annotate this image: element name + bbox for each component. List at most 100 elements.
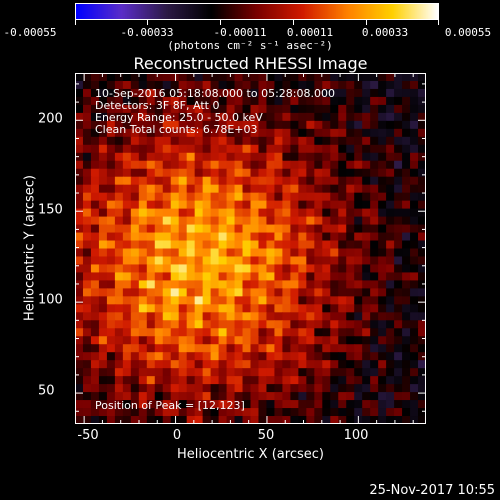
- heatmap-cell: [410, 136, 419, 146]
- heatmap-cell: [226, 368, 236, 377]
- heatmap-cell: [298, 128, 307, 138]
- heatmap-cell: [362, 416, 371, 424]
- heatmap-cell: [130, 416, 140, 424]
- heatmap-cell: [362, 120, 371, 130]
- heatmap-cell: [394, 96, 403, 106]
- heatmap-cell: [250, 328, 260, 337]
- heatmap-cell: [322, 73, 331, 82]
- heatmap-cell: [346, 296, 355, 305]
- heatmap-cell: [122, 88, 132, 98]
- heatmap-cell: [418, 176, 426, 186]
- heatmap-cell: [122, 120, 132, 130]
- heatmap-cell: [250, 96, 260, 106]
- heatmap-cell: [418, 264, 426, 274]
- heatmap-cell: [194, 192, 204, 202]
- heatmap-cell: [146, 336, 156, 345]
- heatmap-cell: [122, 328, 132, 337]
- heatmap-cell: [106, 104, 116, 114]
- heatmap-cell: [354, 392, 363, 401]
- heatmap-cell: [266, 120, 276, 130]
- heatmap-cell: [146, 376, 156, 385]
- heatmap-cell: [90, 312, 100, 321]
- heatmap-cell: [298, 336, 307, 345]
- heatmap-cell: [194, 336, 204, 345]
- heatmap-cell: [298, 408, 307, 417]
- heatmap-cell: [146, 256, 156, 266]
- heatmap-cell: [386, 136, 395, 146]
- heatmap-cell: [266, 384, 276, 393]
- heatmap-cell: [234, 88, 244, 98]
- heatmap-cell: [130, 288, 140, 297]
- heatmap-cell: [314, 232, 323, 242]
- heatmap-cell: [290, 296, 299, 305]
- heatmap-cell: [378, 160, 387, 170]
- heatmap-cell: [298, 73, 307, 82]
- heatmap-cell: [338, 312, 347, 321]
- heatmap-cell: [202, 376, 212, 385]
- heatmap-cell: [202, 280, 212, 289]
- heatmap-cell: [306, 368, 315, 377]
- heatmap-cell: [106, 264, 116, 274]
- heatmap-cell: [98, 152, 108, 162]
- heatmap-cell: [218, 136, 228, 146]
- heatmap-cell: [258, 144, 268, 154]
- heatmap-cell: [258, 152, 268, 162]
- heatmap-cell: [402, 328, 411, 337]
- heatmap-cell: [170, 128, 180, 138]
- heatmap-cell: [202, 152, 212, 162]
- heatmap-cell: [378, 384, 387, 393]
- heatmap-cell: [226, 136, 236, 146]
- heatmap-cell: [106, 112, 116, 122]
- heatmap-cell: [146, 280, 156, 289]
- heatmap-cell: [378, 296, 387, 305]
- heatmap-cell: [130, 96, 140, 106]
- heatmap-cell: [98, 368, 108, 377]
- heatmap-cell: [194, 96, 204, 106]
- heatmap-cell: [362, 80, 371, 90]
- heatmap-cell: [362, 104, 371, 114]
- heatmap-cell: [338, 320, 347, 329]
- heatmap-cell: [346, 392, 355, 401]
- heatmap-cell: [170, 416, 180, 424]
- heatmap-cell: [362, 232, 371, 242]
- heatmap-cell: [75, 336, 84, 345]
- heatmap-cell: [202, 352, 212, 361]
- heatmap-cell: [202, 160, 212, 170]
- heatmap-cell: [122, 272, 132, 282]
- colorbar-label: 0.00033: [361, 26, 409, 39]
- heatmap-cell: [234, 304, 244, 313]
- heatmap-cell: [402, 256, 411, 266]
- heatmap-cell: [298, 144, 307, 154]
- heatmap-cell: [258, 160, 268, 170]
- heatmap-cell: [234, 280, 244, 289]
- heatmap-cell: [162, 80, 172, 90]
- heatmap-cell: [226, 264, 236, 274]
- heatmap-cell: [90, 336, 100, 345]
- heatmap-cell: [82, 312, 92, 321]
- heatmap-cell: [138, 344, 148, 353]
- heatmap-cell: [114, 112, 124, 122]
- heatmap-cell: [114, 400, 124, 409]
- heatmap-cell: [75, 240, 84, 250]
- heatmap-cell: [378, 288, 387, 297]
- heatmap-cell: [346, 73, 355, 82]
- x-tick-label: -50: [77, 428, 99, 443]
- heatmap-cell: [178, 360, 188, 369]
- heatmap-cell: [314, 408, 323, 417]
- heatmap-cell: [394, 152, 403, 162]
- heatmap-cell: [322, 264, 331, 274]
- heatmap-cell: [274, 120, 284, 130]
- heatmap-cell: [410, 376, 419, 385]
- heatmap-cell: [234, 336, 244, 345]
- heatmap-cell: [266, 168, 276, 178]
- heatmap-cell: [75, 88, 84, 98]
- heatmap-cell: [394, 248, 403, 258]
- heatmap-cell: [194, 392, 204, 401]
- heatmap-cell: [402, 384, 411, 393]
- heatmap-cell: [362, 224, 371, 234]
- heatmap-cell: [226, 392, 236, 401]
- heatmap-cell: [130, 336, 140, 345]
- heatmap-cell: [354, 144, 363, 154]
- heatmap-cell: [298, 296, 307, 305]
- heatmap-cell: [82, 112, 92, 122]
